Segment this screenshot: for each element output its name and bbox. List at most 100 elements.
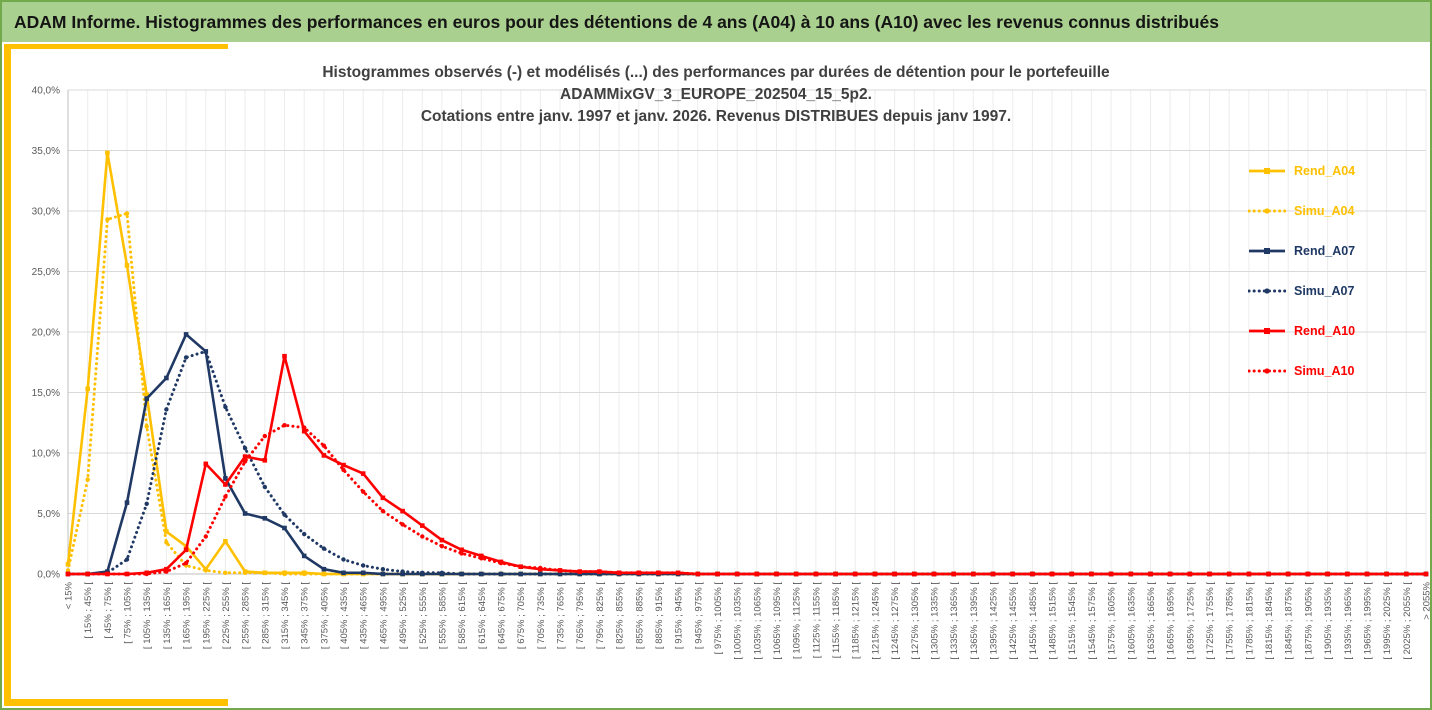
series-line-Simu_A10: [66, 423, 1428, 576]
series-markers-Simu_A07: [65, 349, 1429, 577]
series-line-Rend_A07: [68, 332, 1426, 576]
x-tick-label: [ 675% ; 705% [: [516, 582, 527, 649]
x-tick-label: [ 1185% ; 1215% [: [851, 582, 862, 659]
x-tick-label: [ 1935% ; 1965% [: [1343, 582, 1354, 660]
x-tick-label: [ 435% ; 465% [: [359, 582, 370, 649]
x-tick-label: [ 495% ; 525% [: [398, 582, 409, 649]
series-markers-Rend_A04: [65, 150, 1429, 577]
x-tick-label: [ 75% ; 105% [: [123, 582, 134, 644]
x-tick-label: [ 465% ; 495% [: [378, 582, 389, 649]
legend-label-Simu_A10: Simu_A10: [1294, 364, 1355, 378]
x-tick-label: [ 1425% ; 1455% [: [1008, 582, 1019, 660]
series-line-Simu_A04: [66, 211, 1428, 576]
banner-title: ADAM Informe. Histogrammes des performan…: [14, 11, 1219, 32]
series-markers-Simu_A10: [65, 423, 1429, 577]
x-tick-label: > 2055%: [1422, 581, 1432, 619]
x-tick-label: [ 1995% ; 2025% [: [1382, 582, 1393, 660]
x-tick-label: [ 915% ; 945% [: [674, 582, 685, 649]
x-tick-label: [ 1845% ; 1875% [: [1284, 582, 1295, 660]
x-tick-label: [ 1215% ; 1245% [: [870, 582, 881, 660]
x-tick-label: [ 1245% ; 1275% [: [890, 582, 901, 660]
x-tick-label: [ 885% ; 915% [: [654, 582, 665, 649]
legend-item-Rend_A04: Rend_A04: [1248, 164, 1355, 178]
x-tick-label: [ 15% ; 45% [: [83, 582, 94, 639]
legend-item-Simu_A04: Simu_A04: [1248, 204, 1355, 218]
legend-item-Simu_A07: Simu_A07: [1248, 284, 1355, 298]
x-tick-label: [ 1125% ; 1155% [: [811, 582, 822, 659]
gold-accent-left: [4, 44, 11, 704]
x-tick-label: [ 285% ; 315% [: [260, 582, 271, 649]
gold-accent-top: [4, 44, 228, 49]
x-tick-label: [ 1515% ; 1545% [: [1067, 582, 1078, 660]
x-tick-label: [ 825% ; 855% [: [615, 582, 626, 649]
x-tick-label: [ 795% ; 825% [: [595, 582, 606, 649]
x-tick-label: [ 315% ; 345% [: [280, 582, 291, 649]
legend-line-sample-Simu_A10: [1248, 368, 1286, 374]
x-tick-label: [ 585% ; 615% [: [457, 582, 468, 649]
gold-accent-bottom: [4, 699, 228, 706]
x-tick-label: [ 975% ; 1005% [: [713, 582, 724, 655]
series-line-Simu_A07: [66, 349, 1428, 576]
y-gridlines: [68, 89, 1426, 575]
series-markers-Rend_A10: [65, 353, 1429, 577]
legend-label-Simu_A07: Simu_A07: [1294, 284, 1355, 298]
x-tick-label: [ 735% ; 765% [: [556, 582, 567, 649]
x-tick-label: [ 1155% ; 1185% [: [831, 582, 842, 659]
x-tick-label: [ 945% ; 975% [: [693, 582, 704, 649]
x-tick-label: [ 1305% ; 1335% [: [930, 582, 941, 660]
x-tick-label: [ 855% ; 885% [: [634, 582, 645, 649]
x-tick-label: [ 1395% ; 1425% [: [989, 582, 1000, 660]
x-tick-label: [ 765% ; 795% [: [575, 582, 586, 649]
chart-title: Histogrammes observés (-) et modélisés (…: [2, 62, 1430, 128]
x-tick-label: [ 1575% ; 1605% [: [1107, 582, 1118, 660]
legend-item-Rend_A10: Rend_A10: [1248, 324, 1355, 338]
x-tick-label: [ 1665% ; 1695% [: [1166, 582, 1177, 660]
legend-label-Rend_A10: Rend_A10: [1294, 324, 1356, 338]
x-tick-label: [ 225% ; 255% [: [221, 582, 232, 649]
y-tick-label: 10,0%: [32, 449, 60, 460]
chart-legend: Rend_A04 Simu_A04 Rend_A07 Simu_A07 Rend_A10…: [1248, 164, 1355, 404]
y-tick-label: 5,0%: [37, 509, 60, 520]
chart-title-line3: Cotations entre janv. 1997 et janv. 2026…: [420, 108, 1012, 125]
chart-title-line1: Histogrammes observés (-) et modélisés (…: [322, 64, 1110, 81]
legend-line-sample-Rend_A04: [1249, 168, 1285, 174]
x-tick-label: [ 255% ; 285% [: [241, 582, 252, 649]
y-tick-label: 30,0%: [32, 207, 60, 218]
x-tick-label: [ 1485% ; 1515% [: [1048, 582, 1059, 660]
x-tick-label: [ 705% ; 735% [: [536, 582, 547, 649]
x-tick-label: [ 615% ; 645% [: [477, 582, 488, 649]
x-tick-label: [ 1335% ; 1365% [: [949, 582, 960, 660]
x-tick-label: [ 1095% ; 1125% [: [792, 582, 803, 659]
legend-line-sample-Rend_A10: [1249, 328, 1285, 334]
x-tick-label: [ 1605% ; 1635% [: [1126, 582, 1137, 660]
x-tick-label: [ 1755% ; 1785% [: [1225, 582, 1236, 660]
x-tick-label: [ 1695% ; 1725% [: [1185, 582, 1196, 660]
banner: ADAM Informe. Histogrammes des performan…: [2, 2, 1430, 42]
y-tick-label: 25,0%: [32, 267, 60, 278]
x-tick-label: [ 1785% ; 1815% [: [1244, 582, 1255, 660]
y-tick-label: 20,0%: [32, 328, 60, 339]
x-tick-labels: < 15% [ 15% ; 45% [[ 45% ; 75% [[ 75% ; 1…: [64, 581, 1432, 660]
legend-line-sample-Simu_A07: [1248, 288, 1286, 294]
x-tick-label: [ 345% ; 375% [: [300, 582, 311, 649]
x-tick-label: [ 1005% ; 1035% [: [733, 582, 744, 660]
chart-plot: 0,0% 5,0% 10,0% 15,0% 20,0% 25,0% 30,0% 35,0% 40…: [32, 86, 1432, 660]
chart-title-line2: ADAMMixGV_3_EUROPE_202504_15_5p2.: [560, 86, 872, 103]
x-tick-label: [ 2025% ; 2055% [: [1402, 582, 1413, 660]
x-tick-label: [ 1965% ; 1995% [: [1363, 582, 1374, 660]
x-tick-label: [ 645% ; 675% [: [497, 582, 508, 649]
legend-line-sample-Rend_A07: [1249, 248, 1285, 254]
x-tick-label: [ 195% ; 225% [: [201, 582, 212, 649]
x-tick-label: [ 1365% ; 1395% [: [969, 582, 980, 660]
x-tick-label: [ 1275% ; 1305% [: [910, 582, 921, 660]
x-tick-label: [ 1455% ; 1485% [: [1028, 582, 1039, 660]
legend-item-Rend_A07: Rend_A07: [1248, 244, 1355, 258]
x-tick-label: [ 1905% ; 1935% [: [1323, 582, 1334, 660]
x-tick-label: [ 525% ; 555% [: [418, 582, 429, 649]
series-markers-Rend_A07: [65, 332, 1429, 577]
x-tick-label: [ 1725% ; 1755% [: [1205, 582, 1216, 660]
y-tick-label: 40,0%: [32, 86, 60, 97]
x-tick-label: [ 1815% ; 1845% [: [1264, 582, 1275, 660]
legend-label-Simu_A04: Simu_A04: [1294, 204, 1355, 218]
